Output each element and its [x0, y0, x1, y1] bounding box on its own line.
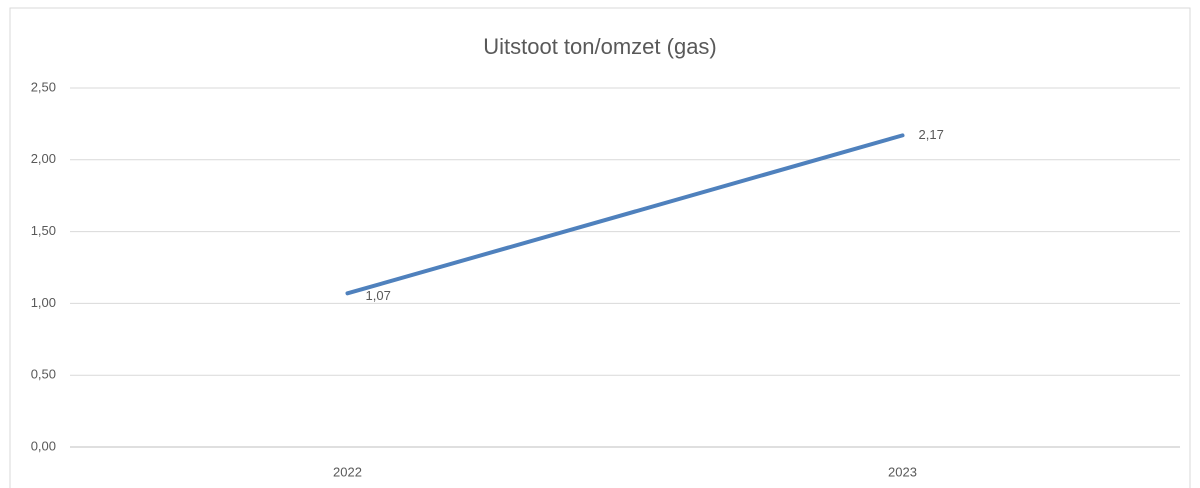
chart-border — [9, 7, 1191, 488]
x-tick-label: 2023 — [888, 464, 917, 479]
y-tick-label: 1,50 — [31, 223, 56, 238]
x-tick-label: 2022 — [333, 464, 362, 479]
y-tick-label: 2,00 — [31, 151, 56, 166]
data-label: 2,17 — [919, 127, 944, 142]
chart-title: Uitstoot ton/omzet (gas) — [483, 34, 717, 59]
y-tick-label: 2,50 — [31, 79, 56, 94]
data-label: 1,07 — [366, 288, 391, 303]
y-tick-label: 0,50 — [31, 367, 56, 382]
y-tick-label: 1,00 — [31, 295, 56, 310]
line — [345, 133, 905, 296]
y-tick-label: 0,00 — [31, 438, 56, 453]
